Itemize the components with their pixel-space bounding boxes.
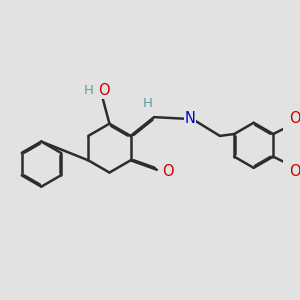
Text: N: N bbox=[184, 112, 195, 127]
Text: O: O bbox=[162, 164, 174, 179]
Text: O: O bbox=[289, 112, 300, 127]
Text: H: H bbox=[84, 84, 94, 97]
Text: O: O bbox=[98, 83, 110, 98]
Text: H: H bbox=[142, 97, 152, 110]
Text: O: O bbox=[289, 164, 300, 179]
